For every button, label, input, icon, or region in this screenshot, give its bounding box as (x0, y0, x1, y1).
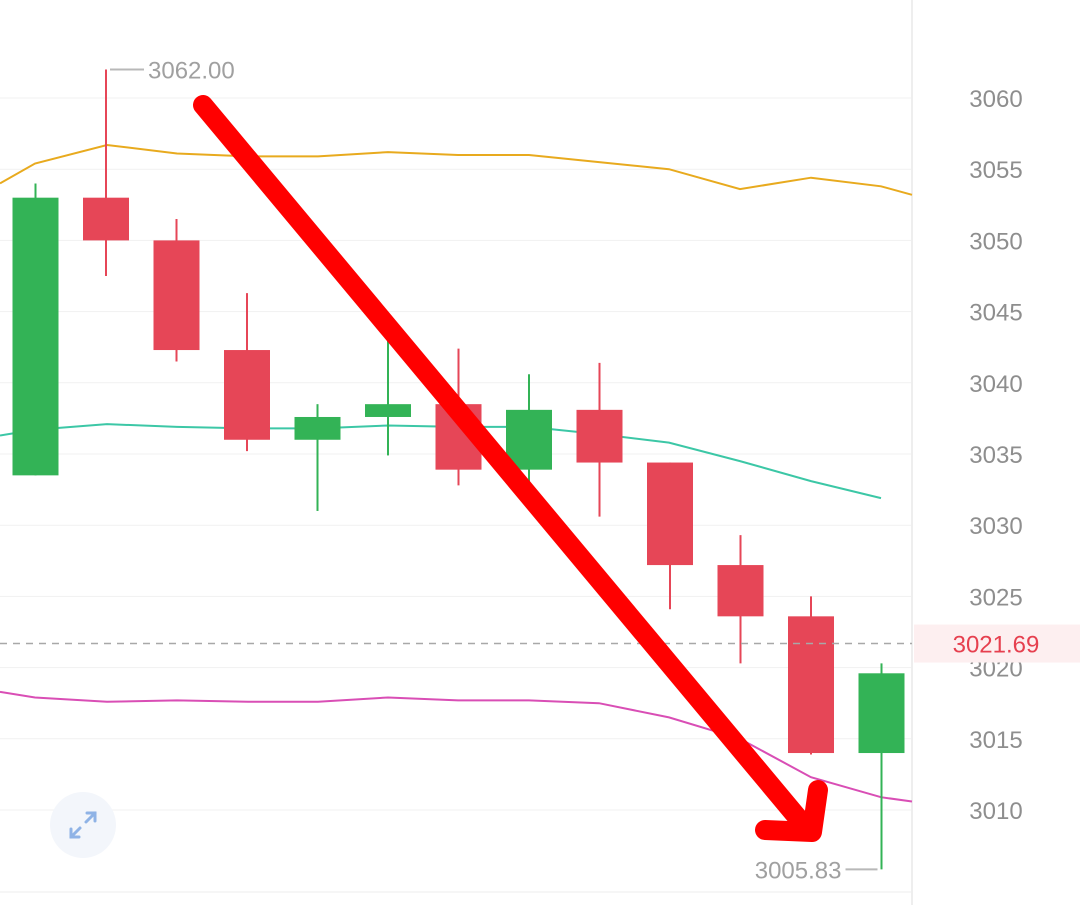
current-price-tag: 3021.69 (914, 624, 1080, 663)
candle-body (506, 409, 552, 470)
y-tick-label: 3055 (969, 157, 1022, 184)
moving-average-line (0, 690, 913, 803)
y-tick-label: 3035 (969, 442, 1022, 469)
expand-icon (69, 811, 97, 839)
candle-body (576, 409, 623, 463)
candle-body (224, 350, 270, 440)
moving-average-line (0, 143, 913, 196)
annotations: 3062.00 3005.83 (110, 58, 878, 884)
candle-body (858, 673, 905, 754)
candle-body (788, 616, 834, 754)
current-price-tag-background (914, 624, 1080, 663)
trend-arrow (193, 95, 828, 842)
moving-averages (0, 143, 913, 803)
low-label: 3005.83 (755, 857, 842, 884)
y-tick-label: 3045 (969, 300, 1022, 327)
candles (12, 69, 905, 870)
y-tick-label: 3015 (969, 727, 1022, 754)
candle-body (83, 197, 129, 241)
y-tick-label: 3050 (969, 228, 1022, 255)
current-price-label: 3021.69 (953, 632, 1040, 659)
y-axis: 3060305530503045304030353030302530203015… (969, 86, 1022, 825)
candle-body (294, 416, 341, 440)
candle-body (153, 240, 200, 351)
high-label: 3062.00 (148, 58, 235, 85)
trend-arrow-head (755, 780, 828, 842)
moving-average-line (0, 423, 882, 500)
grid (0, 97, 912, 893)
candle-body (717, 565, 764, 617)
trend-arrow-shaft (193, 95, 818, 840)
candle-body (647, 462, 693, 566)
y-tick-label: 3030 (969, 513, 1022, 540)
expand-button[interactable] (50, 792, 116, 858)
candle-body (12, 197, 59, 476)
y-tick-label: 3060 (969, 86, 1022, 113)
candle-body (365, 404, 411, 417)
y-tick-label: 3010 (969, 798, 1022, 825)
y-tick-label: 3040 (969, 371, 1022, 398)
y-tick-label: 3025 (969, 584, 1022, 611)
